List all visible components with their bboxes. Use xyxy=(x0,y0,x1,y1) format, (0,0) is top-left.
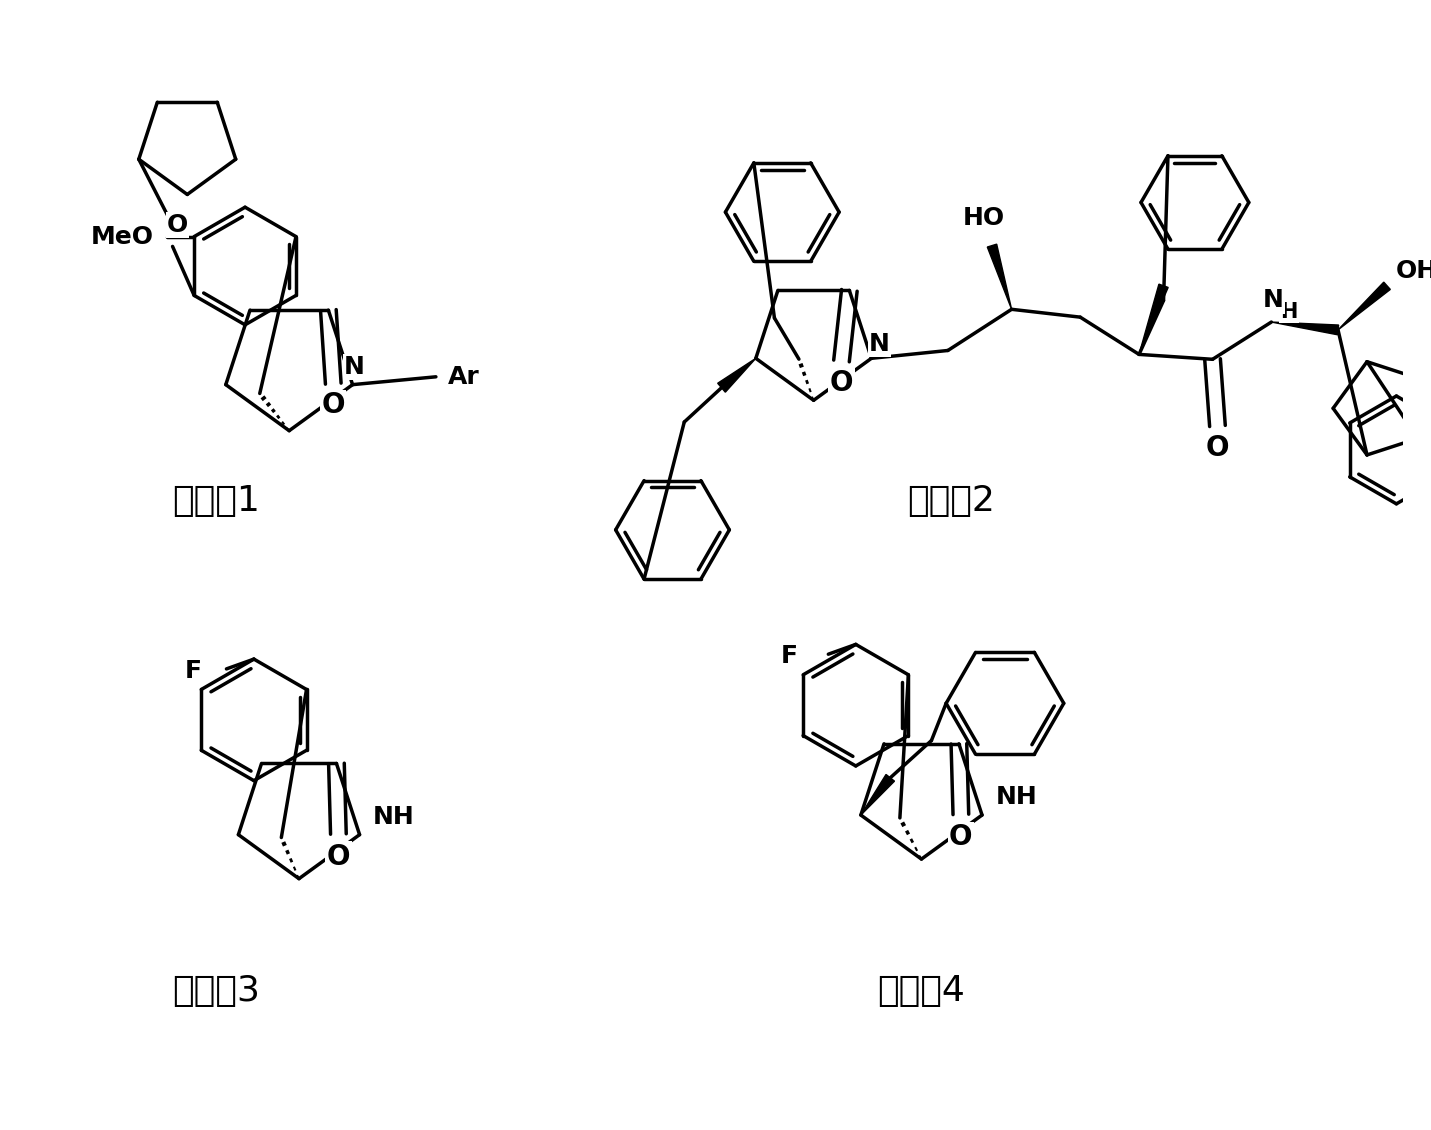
Text: NH: NH xyxy=(373,805,415,829)
Text: OH: OH xyxy=(1395,259,1431,284)
Text: O: O xyxy=(326,843,351,870)
Text: NH: NH xyxy=(996,785,1037,809)
Text: 结构式4: 结构式4 xyxy=(877,974,966,1008)
Polygon shape xyxy=(1139,284,1168,355)
Text: N: N xyxy=(1264,288,1284,313)
Text: MeO: MeO xyxy=(92,225,155,249)
Text: O: O xyxy=(167,212,187,237)
Text: 结构式3: 结构式3 xyxy=(172,974,259,1008)
Text: O: O xyxy=(830,368,853,397)
Text: 结构式2: 结构式2 xyxy=(907,485,995,519)
Polygon shape xyxy=(987,244,1012,310)
Text: 结构式1: 结构式1 xyxy=(172,485,259,519)
Polygon shape xyxy=(861,774,894,815)
Polygon shape xyxy=(718,358,756,392)
Text: Ar: Ar xyxy=(448,365,479,389)
Text: O: O xyxy=(1206,434,1229,461)
Text: H: H xyxy=(1281,302,1298,322)
Text: F: F xyxy=(781,644,797,668)
Text: N: N xyxy=(343,355,365,379)
Polygon shape xyxy=(1271,322,1338,334)
Polygon shape xyxy=(1338,282,1391,330)
Text: F: F xyxy=(185,659,202,683)
Text: N: N xyxy=(869,331,890,356)
Text: HO: HO xyxy=(963,206,1005,231)
Text: O: O xyxy=(949,823,973,851)
Text: O: O xyxy=(322,391,345,419)
